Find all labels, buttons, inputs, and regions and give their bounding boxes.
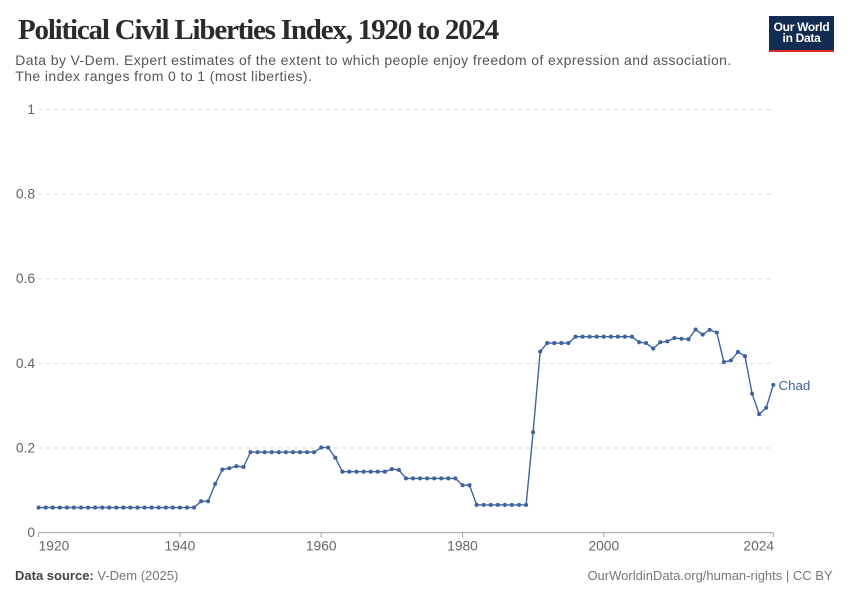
svg-text:1940: 1940	[165, 539, 196, 554]
svg-text:1960: 1960	[306, 539, 337, 554]
svg-text:1980: 1980	[447, 539, 478, 554]
svg-text:0.6: 0.6	[16, 271, 36, 286]
svg-text:0: 0	[27, 525, 35, 540]
svg-text:Chad: Chad	[779, 378, 811, 393]
svg-text:0.2: 0.2	[16, 440, 35, 455]
svg-text:2000: 2000	[588, 539, 619, 554]
svg-text:1: 1	[27, 102, 35, 117]
svg-text:0.4: 0.4	[16, 356, 36, 371]
svg-text:1920: 1920	[39, 539, 70, 554]
svg-text:0.8: 0.8	[16, 187, 36, 202]
svg-text:2024: 2024	[743, 539, 774, 554]
